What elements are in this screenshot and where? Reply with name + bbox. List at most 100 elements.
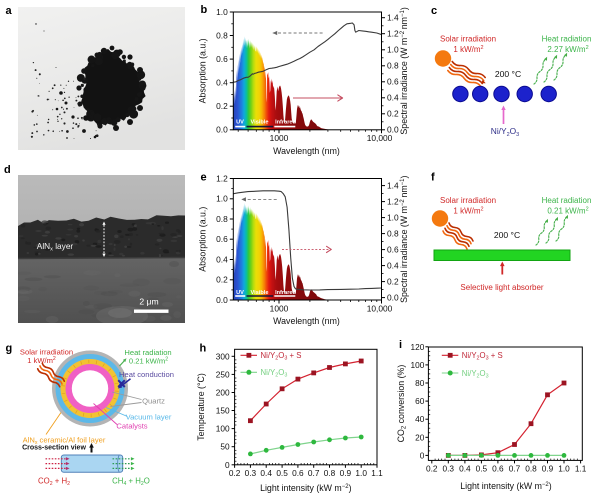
svg-text:10,000: 10,000 — [367, 133, 393, 143]
svg-text:CO2 conversion (%): CO2 conversion (%) — [396, 365, 408, 443]
svg-text:f: f — [431, 172, 435, 184]
svg-text:Spectral irradiance (W m−2 ​nm: Spectral irradiance (W m−2 ​nm−1​) — [399, 175, 409, 302]
svg-text:AlNx layer: AlNx layer — [37, 241, 74, 253]
svg-text:0.2: 0.2 — [426, 464, 438, 474]
svg-text:Absorption (a.u.): Absorption (a.u.) — [198, 38, 208, 103]
svg-text:120: 120 — [411, 342, 425, 352]
svg-text:0.2: 0.2 — [229, 468, 241, 478]
svg-text:1.2: 1.2 — [387, 197, 399, 207]
svg-text:0.0: 0.0 — [387, 293, 399, 303]
svg-text:0.8: 0.8 — [216, 30, 228, 40]
svg-text:Ni/Y2O3 + S: Ni/Y2O3 + S — [462, 351, 503, 362]
svg-text:g: g — [6, 343, 13, 355]
svg-text:CH4 + H2O: CH4 + H2O — [112, 477, 150, 488]
svg-text:0.6: 0.6 — [492, 464, 504, 474]
svg-text:0.0: 0.0 — [216, 295, 228, 305]
svg-text:Infrared: Infrared — [275, 290, 296, 296]
svg-text:Light intensity (kW m−2​): Light intensity (kW m−2​) — [260, 483, 351, 493]
svg-text:0.4: 0.4 — [216, 254, 228, 264]
svg-text:1.0: 1.0 — [387, 45, 399, 55]
svg-text:0.2: 0.2 — [216, 101, 228, 111]
svg-text:Heat radiation: Heat radiation — [542, 196, 592, 205]
svg-text:0.5: 0.5 — [476, 464, 488, 474]
svg-text:0.8: 0.8 — [216, 214, 228, 224]
svg-text:Selective light absorber: Selective light absorber — [460, 283, 543, 292]
svg-text:UV: UV — [236, 120, 244, 126]
svg-text:10,000: 10,000 — [367, 304, 393, 314]
svg-text:Catalysts: Catalysts — [116, 422, 147, 431]
svg-text:0.6: 0.6 — [216, 234, 228, 244]
svg-text:0.9: 0.9 — [542, 464, 554, 474]
svg-text:0.9: 0.9 — [340, 468, 352, 478]
svg-text:150: 150 — [216, 406, 230, 416]
svg-text:20: 20 — [415, 432, 425, 442]
svg-text:1.0: 1.0 — [216, 194, 228, 204]
svg-text:Wavelength (nm): Wavelength (nm) — [273, 146, 340, 156]
svg-text:0.2: 0.2 — [387, 109, 399, 119]
svg-text:1.0: 1.0 — [558, 464, 570, 474]
svg-text:0.2: 0.2 — [387, 277, 399, 287]
svg-text:Heat radiation: Heat radiation — [124, 348, 171, 357]
svg-text:0.7: 0.7 — [308, 468, 320, 478]
svg-text:0.4: 0.4 — [387, 261, 399, 271]
svg-text:CO2 + H2: CO2 + H2 — [38, 477, 70, 488]
svg-text:1.0: 1.0 — [355, 468, 367, 478]
svg-text:0.21 kW/m2: 0.21 kW/m2 — [547, 207, 588, 216]
svg-text:0.6: 0.6 — [216, 54, 228, 64]
svg-text:Ni/Y2O3: Ni/Y2O3 — [462, 369, 489, 380]
svg-text:Wavelength (nm): Wavelength (nm) — [273, 316, 340, 326]
svg-text:0: 0 — [420, 450, 425, 460]
svg-text:1 kW/m2: 1 kW/m2 — [27, 356, 56, 365]
svg-text:1.2: 1.2 — [387, 29, 399, 39]
svg-text:Ni/Y2O3: Ni/Y2O3 — [261, 368, 288, 379]
svg-text:100: 100 — [216, 424, 230, 434]
svg-text:0.4: 0.4 — [387, 93, 399, 103]
svg-text:0.6: 0.6 — [387, 245, 399, 255]
svg-text:1.1: 1.1 — [575, 464, 587, 474]
svg-text:Temperature (°C): Temperature (°C) — [196, 373, 206, 441]
svg-text:200 °C: 200 °C — [495, 69, 521, 79]
svg-text:Infrared: Infrared — [275, 120, 296, 126]
svg-text:100: 100 — [411, 360, 425, 370]
svg-text:40: 40 — [415, 414, 425, 424]
svg-text:250: 250 — [216, 369, 230, 379]
svg-text:80: 80 — [415, 378, 425, 388]
svg-text:Heat radiation: Heat radiation — [542, 35, 592, 44]
svg-text:1.1: 1.1 — [371, 468, 383, 478]
svg-text:50: 50 — [220, 442, 230, 452]
svg-text:0.0: 0.0 — [216, 125, 228, 135]
svg-text:0.6: 0.6 — [387, 77, 399, 87]
svg-text:1.4: 1.4 — [387, 13, 399, 23]
svg-text:a: a — [6, 5, 13, 17]
svg-text:Visible: Visible — [251, 290, 269, 296]
svg-text:300: 300 — [216, 351, 230, 361]
svg-text:0.4: 0.4 — [459, 464, 471, 474]
svg-text:e: e — [201, 172, 207, 184]
svg-text:h: h — [200, 343, 207, 355]
svg-text:1.2: 1.2 — [216, 173, 228, 183]
svg-text:Solar irradiation: Solar irradiation — [440, 35, 496, 44]
svg-text:0: 0 — [225, 460, 230, 470]
svg-text:0.21 kW/m2: 0.21 kW/m2 — [129, 356, 168, 365]
svg-text:i: i — [399, 339, 402, 351]
svg-text:2.27 kW/m2: 2.27 kW/m2 — [547, 45, 588, 54]
svg-text:UV: UV — [236, 290, 244, 296]
svg-text:Absorption (a.u.): Absorption (a.u.) — [198, 207, 208, 272]
svg-text:Heat conduction: Heat conduction — [119, 370, 174, 379]
svg-text:0.4: 0.4 — [260, 468, 272, 478]
svg-text:0.4: 0.4 — [216, 78, 228, 88]
svg-text:b: b — [201, 4, 208, 16]
svg-text:c: c — [431, 5, 437, 17]
svg-text:200: 200 — [216, 388, 230, 398]
svg-text:1.0: 1.0 — [216, 7, 228, 17]
svg-text:0.3: 0.3 — [443, 464, 455, 474]
svg-text:d: d — [4, 164, 11, 176]
svg-text:1000: 1000 — [270, 133, 289, 143]
svg-text:Cross-section view: Cross-section view — [22, 445, 86, 452]
svg-text:Quartz: Quartz — [142, 396, 165, 405]
svg-text:Spectral irradiance (W m−2 ​nm: Spectral irradiance (W m−2 ​nm−1​) — [399, 7, 409, 134]
svg-text:1000: 1000 — [270, 304, 289, 314]
svg-text:60: 60 — [415, 396, 425, 406]
svg-text:1.4: 1.4 — [387, 181, 399, 191]
svg-text:0.3: 0.3 — [245, 468, 257, 478]
